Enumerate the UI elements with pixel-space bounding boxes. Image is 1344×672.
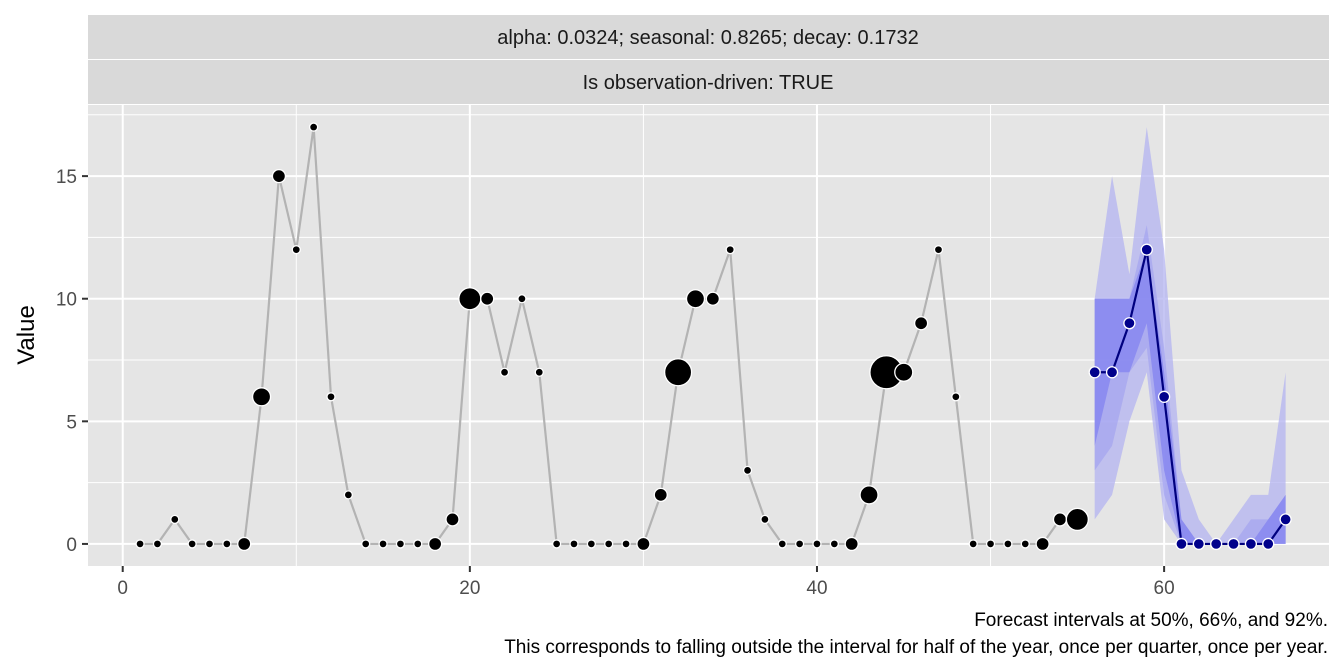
observed-point <box>586 539 596 549</box>
observed-point <box>152 539 163 549</box>
forecast-point <box>1227 537 1240 551</box>
observed-point <box>204 539 215 549</box>
observed-point <box>413 539 423 549</box>
observed-point <box>653 487 668 503</box>
observed-point <box>760 514 770 525</box>
observed-point <box>1003 539 1013 549</box>
forecast-point <box>1105 366 1119 379</box>
x-axis: 0 20 40 60 <box>117 566 1175 599</box>
observed-point <box>621 539 631 549</box>
forecast-point <box>1175 537 1188 551</box>
y-tick-label: 10 <box>56 290 77 311</box>
observed-point <box>378 539 388 549</box>
observed-point <box>445 512 460 527</box>
observed-point <box>569 539 579 549</box>
observed-point <box>427 536 443 552</box>
observed-point <box>291 245 301 255</box>
caption-line-1: Forecast intervals at 50%, 66%, and 92%. <box>974 610 1328 631</box>
forecast-point <box>1210 537 1223 551</box>
observed-point <box>343 490 353 500</box>
observed-point <box>968 539 978 549</box>
forecast-point <box>1123 317 1136 330</box>
observed-point <box>1020 539 1030 549</box>
y-tick-label: 0 <box>66 535 77 556</box>
observed-point <box>812 539 822 549</box>
observed-point <box>951 392 961 402</box>
observed-point <box>1052 512 1068 527</box>
forecast-point <box>1140 243 1153 256</box>
observed-point <box>794 539 805 549</box>
observed-point <box>517 294 527 304</box>
observed-point <box>859 485 879 505</box>
strip-top-label: alpha: 0.0324; seasonal: 0.8265; decay: … <box>497 27 918 49</box>
observed-point <box>636 536 651 552</box>
forecast-point <box>1279 513 1292 526</box>
x-tick-label: 40 <box>806 578 827 599</box>
observed-point <box>237 536 252 552</box>
y-axis-title: Value <box>13 305 40 365</box>
observed-points <box>135 122 1089 552</box>
y-tick-label: 15 <box>56 167 77 188</box>
forecast-band-92 <box>1094 127 1286 544</box>
x-tick-label: 0 <box>117 578 128 599</box>
observed-point <box>985 539 996 549</box>
observed-point <box>829 539 839 549</box>
observed-point <box>663 358 693 387</box>
observed-point <box>499 367 510 377</box>
y-axis: 0 5 10 15 <box>56 167 88 556</box>
strip-top <box>88 15 1329 59</box>
observed-point <box>458 287 482 311</box>
observed-point <box>361 539 371 549</box>
y-tick-label: 5 <box>66 412 77 433</box>
observed-point <box>326 392 336 402</box>
observed-point <box>551 539 562 549</box>
x-tick-label: 60 <box>1154 578 1175 599</box>
observed-point <box>725 245 735 255</box>
observed-point <box>170 514 180 525</box>
observed-point <box>933 245 944 255</box>
caption-line-2: This corresponds to falling outside the … <box>504 637 1328 658</box>
forecast-point <box>1262 537 1275 551</box>
observed-point <box>271 168 287 184</box>
forecast-intervals <box>1094 127 1286 544</box>
forecast-band-50 <box>1094 249 1286 544</box>
observed-point <box>913 316 929 331</box>
observed-point <box>894 362 914 382</box>
observed-point <box>308 122 319 132</box>
strip-bottom-label: Is observation-driven: TRUE <box>583 72 834 94</box>
forecast-point <box>1088 366 1101 379</box>
observed-point <box>777 539 787 549</box>
observed-point <box>534 367 544 377</box>
observed-point <box>395 539 406 549</box>
observed-point <box>1035 536 1050 552</box>
observed-point <box>604 539 614 549</box>
strip-bottom <box>88 60 1329 104</box>
observed-point <box>480 291 495 306</box>
forecast-point <box>1244 537 1258 551</box>
observed-point <box>251 387 272 407</box>
x-tick-label: 20 <box>459 578 480 599</box>
observed-point <box>685 289 706 309</box>
observed-point <box>187 539 197 549</box>
observed-point <box>135 539 145 549</box>
observed-point <box>742 465 753 476</box>
observed-point <box>222 539 232 549</box>
observed-point <box>1065 507 1089 532</box>
observed-point <box>705 291 720 306</box>
observed-point <box>844 536 859 552</box>
forecast-point <box>1192 537 1205 551</box>
forecast-point <box>1157 390 1171 403</box>
forecast-points <box>1088 243 1292 551</box>
